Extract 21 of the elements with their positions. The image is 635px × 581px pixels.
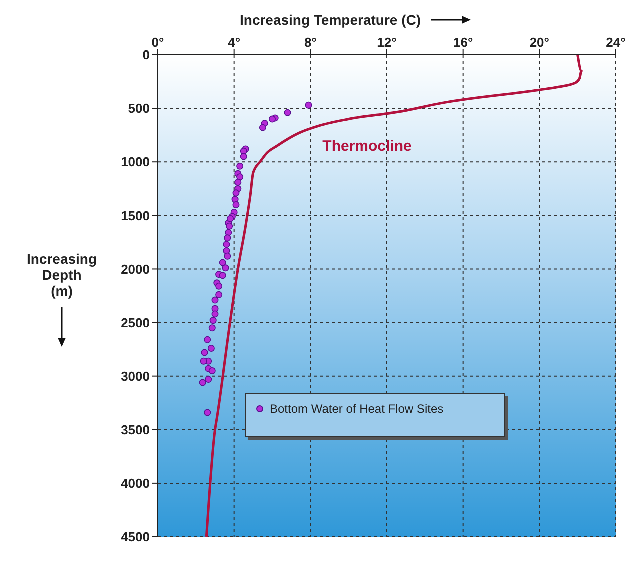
y-tick-label: 4000 — [121, 476, 150, 492]
x-tick-label: 8° — [304, 35, 317, 50]
y-axis-title: Increasing Depth (m) — [26, 251, 98, 299]
y-tick-label: 3000 — [121, 368, 150, 384]
y-tick-label: 500 — [128, 101, 150, 116]
x-tick-label: 24° — [606, 35, 626, 50]
legend-label: Bottom Water of Heat Flow Sites — [270, 402, 444, 416]
x-tick-label: 20° — [530, 35, 550, 50]
x-tick-label: 12° — [377, 35, 397, 50]
y-tick-label: 1000 — [121, 154, 150, 170]
x-tick-label: 4° — [228, 35, 241, 50]
y-tick-label: 0 — [142, 48, 150, 63]
y-tick-label: 2500 — [121, 315, 150, 330]
x-tick-label: 16° — [453, 35, 474, 50]
series-label: Thermocline — [322, 138, 412, 156]
y-tick-label: 3500 — [121, 422, 150, 438]
x-axis-title: Increasing Temperature (C) — [240, 12, 422, 28]
x-tick-label: 0° — [152, 35, 164, 50]
y-tick-label: 2000 — [121, 262, 150, 277]
y-tick-label: 4500 — [121, 530, 150, 545]
y-tick-label: 1500 — [121, 208, 150, 224]
